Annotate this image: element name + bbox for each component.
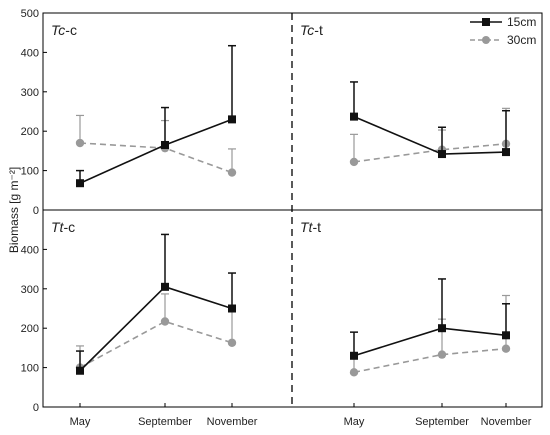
data-point-30cm bbox=[227, 168, 237, 177]
data-point-15cm bbox=[350, 351, 358, 360]
data-point-15cm bbox=[502, 148, 510, 157]
data-point-15cm bbox=[161, 282, 169, 291]
x-tick-label: September bbox=[415, 416, 469, 428]
data-point-15cm bbox=[228, 115, 236, 124]
data-point-15cm bbox=[438, 150, 446, 159]
legend-15cm-marker bbox=[482, 18, 490, 26]
y-axis-label: Biomass [g m⁻²] bbox=[7, 167, 21, 253]
legend-15cm-label: 15cm bbox=[507, 15, 536, 29]
y-tick-label: 100 bbox=[21, 363, 39, 375]
data-point-30cm bbox=[227, 338, 237, 347]
series-line-30cm bbox=[79, 320, 233, 369]
series-line-30cm bbox=[79, 142, 233, 174]
x-tick-label: November bbox=[481, 416, 532, 428]
legend-30cm-marker bbox=[482, 36, 490, 44]
y-tick-label: 200 bbox=[21, 323, 39, 335]
y-tick-label: 400 bbox=[21, 244, 39, 256]
x-tick-label: September bbox=[138, 416, 192, 428]
x-tick-label: May bbox=[344, 416, 365, 428]
y-tick-label: 0 bbox=[33, 205, 39, 217]
data-point-30cm bbox=[501, 344, 511, 353]
panel-title: Tc-t bbox=[300, 22, 323, 38]
data-point-15cm bbox=[502, 331, 510, 340]
series-line-15cm bbox=[353, 115, 507, 155]
series-line-15cm bbox=[353, 327, 507, 357]
panel-title: Tt-c bbox=[51, 219, 75, 235]
data-point-30cm bbox=[349, 368, 359, 377]
data-point-15cm bbox=[76, 179, 84, 188]
data-point-30cm bbox=[349, 157, 359, 167]
y-tick-label: 100 bbox=[21, 166, 39, 178]
legend: 15cm 30cm bbox=[470, 15, 536, 47]
series-line-30cm bbox=[353, 347, 507, 374]
y-tick-label: 0 bbox=[33, 402, 39, 414]
data-point-30cm bbox=[160, 317, 170, 326]
x-tick-label: May bbox=[70, 416, 91, 428]
y-tick-label: 300 bbox=[21, 284, 39, 296]
data-point-15cm bbox=[161, 140, 169, 149]
series-line-30cm bbox=[353, 143, 507, 163]
data-point-15cm bbox=[228, 304, 236, 313]
data-point-15cm bbox=[76, 366, 84, 375]
y-tick-label: 400 bbox=[21, 47, 39, 59]
y-tick-label: 500 bbox=[21, 8, 39, 20]
data-point-15cm bbox=[438, 324, 446, 333]
data-point-15cm bbox=[350, 112, 358, 121]
series-line-15cm bbox=[79, 118, 233, 184]
y-tick-label: 200 bbox=[21, 126, 39, 138]
panel-title: Tt-t bbox=[300, 219, 321, 235]
panel-title: Tc-c bbox=[51, 22, 77, 38]
data-point-30cm bbox=[437, 350, 447, 359]
x-tick-label: November bbox=[207, 416, 258, 428]
chart-marks: 0 100 200 300 400 500 0 100 200 300 400 May Septembe… bbox=[21, 8, 532, 428]
legend-30cm-label: 30cm bbox=[507, 33, 536, 47]
series-line-15cm bbox=[79, 285, 233, 372]
y-tick-label: 300 bbox=[21, 87, 39, 99]
data-point-30cm bbox=[75, 138, 85, 148]
